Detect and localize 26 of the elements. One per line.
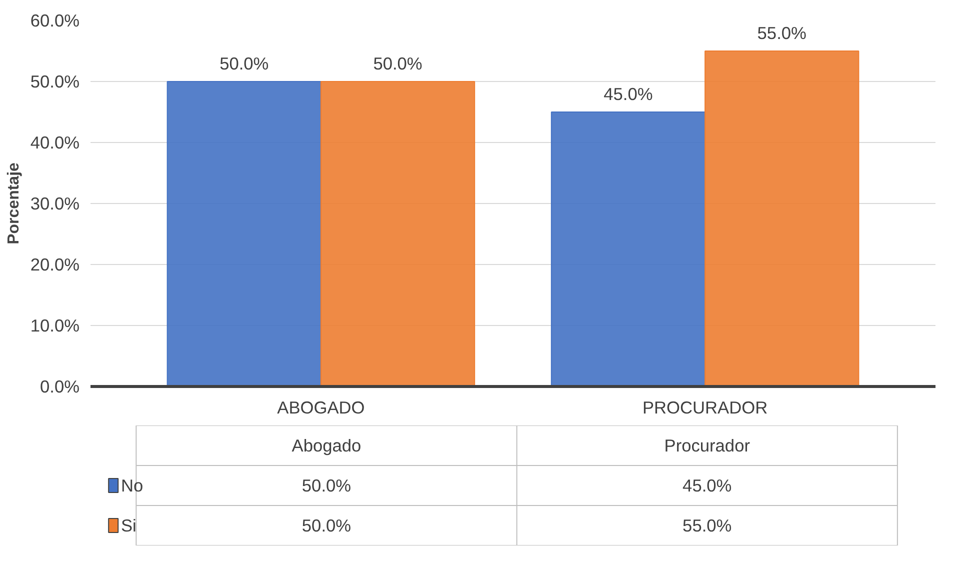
data-label: 45.0% [682, 476, 732, 496]
data-label: 50.0% [302, 476, 352, 496]
text: 50.0% [373, 54, 422, 74]
legend-label: Si [120, 516, 136, 536]
x-tick-label: ABOGADO [277, 398, 365, 418]
bar [550, 112, 706, 386]
text: 55.0% [757, 23, 806, 43]
y-tick-label: 40.0% [30, 132, 80, 152]
bar [166, 81, 322, 386]
text: 50.0% [220, 54, 269, 74]
bar [320, 81, 476, 386]
y-tick-label: 10.0% [30, 316, 80, 336]
y-axis-title: Porcentaje [5, 162, 22, 244]
y-tick-label: 50.0% [30, 72, 80, 92]
y-tick-label: 0.0% [40, 376, 80, 396]
legend-label: No [120, 476, 144, 496]
y-tick-label: 30.0% [30, 194, 80, 214]
text: Abogado [292, 436, 362, 456]
bar [704, 50, 860, 386]
y-tick-label: 20.0% [30, 254, 80, 274]
data-label: 55.0% [682, 516, 732, 536]
text: 45.0% [604, 84, 653, 104]
x-tick-label: PROCURADOR [642, 398, 768, 418]
data-label: 50.0% [302, 516, 352, 536]
y-tick-label: 60.0% [30, 10, 80, 30]
text: Procurador [664, 436, 750, 456]
